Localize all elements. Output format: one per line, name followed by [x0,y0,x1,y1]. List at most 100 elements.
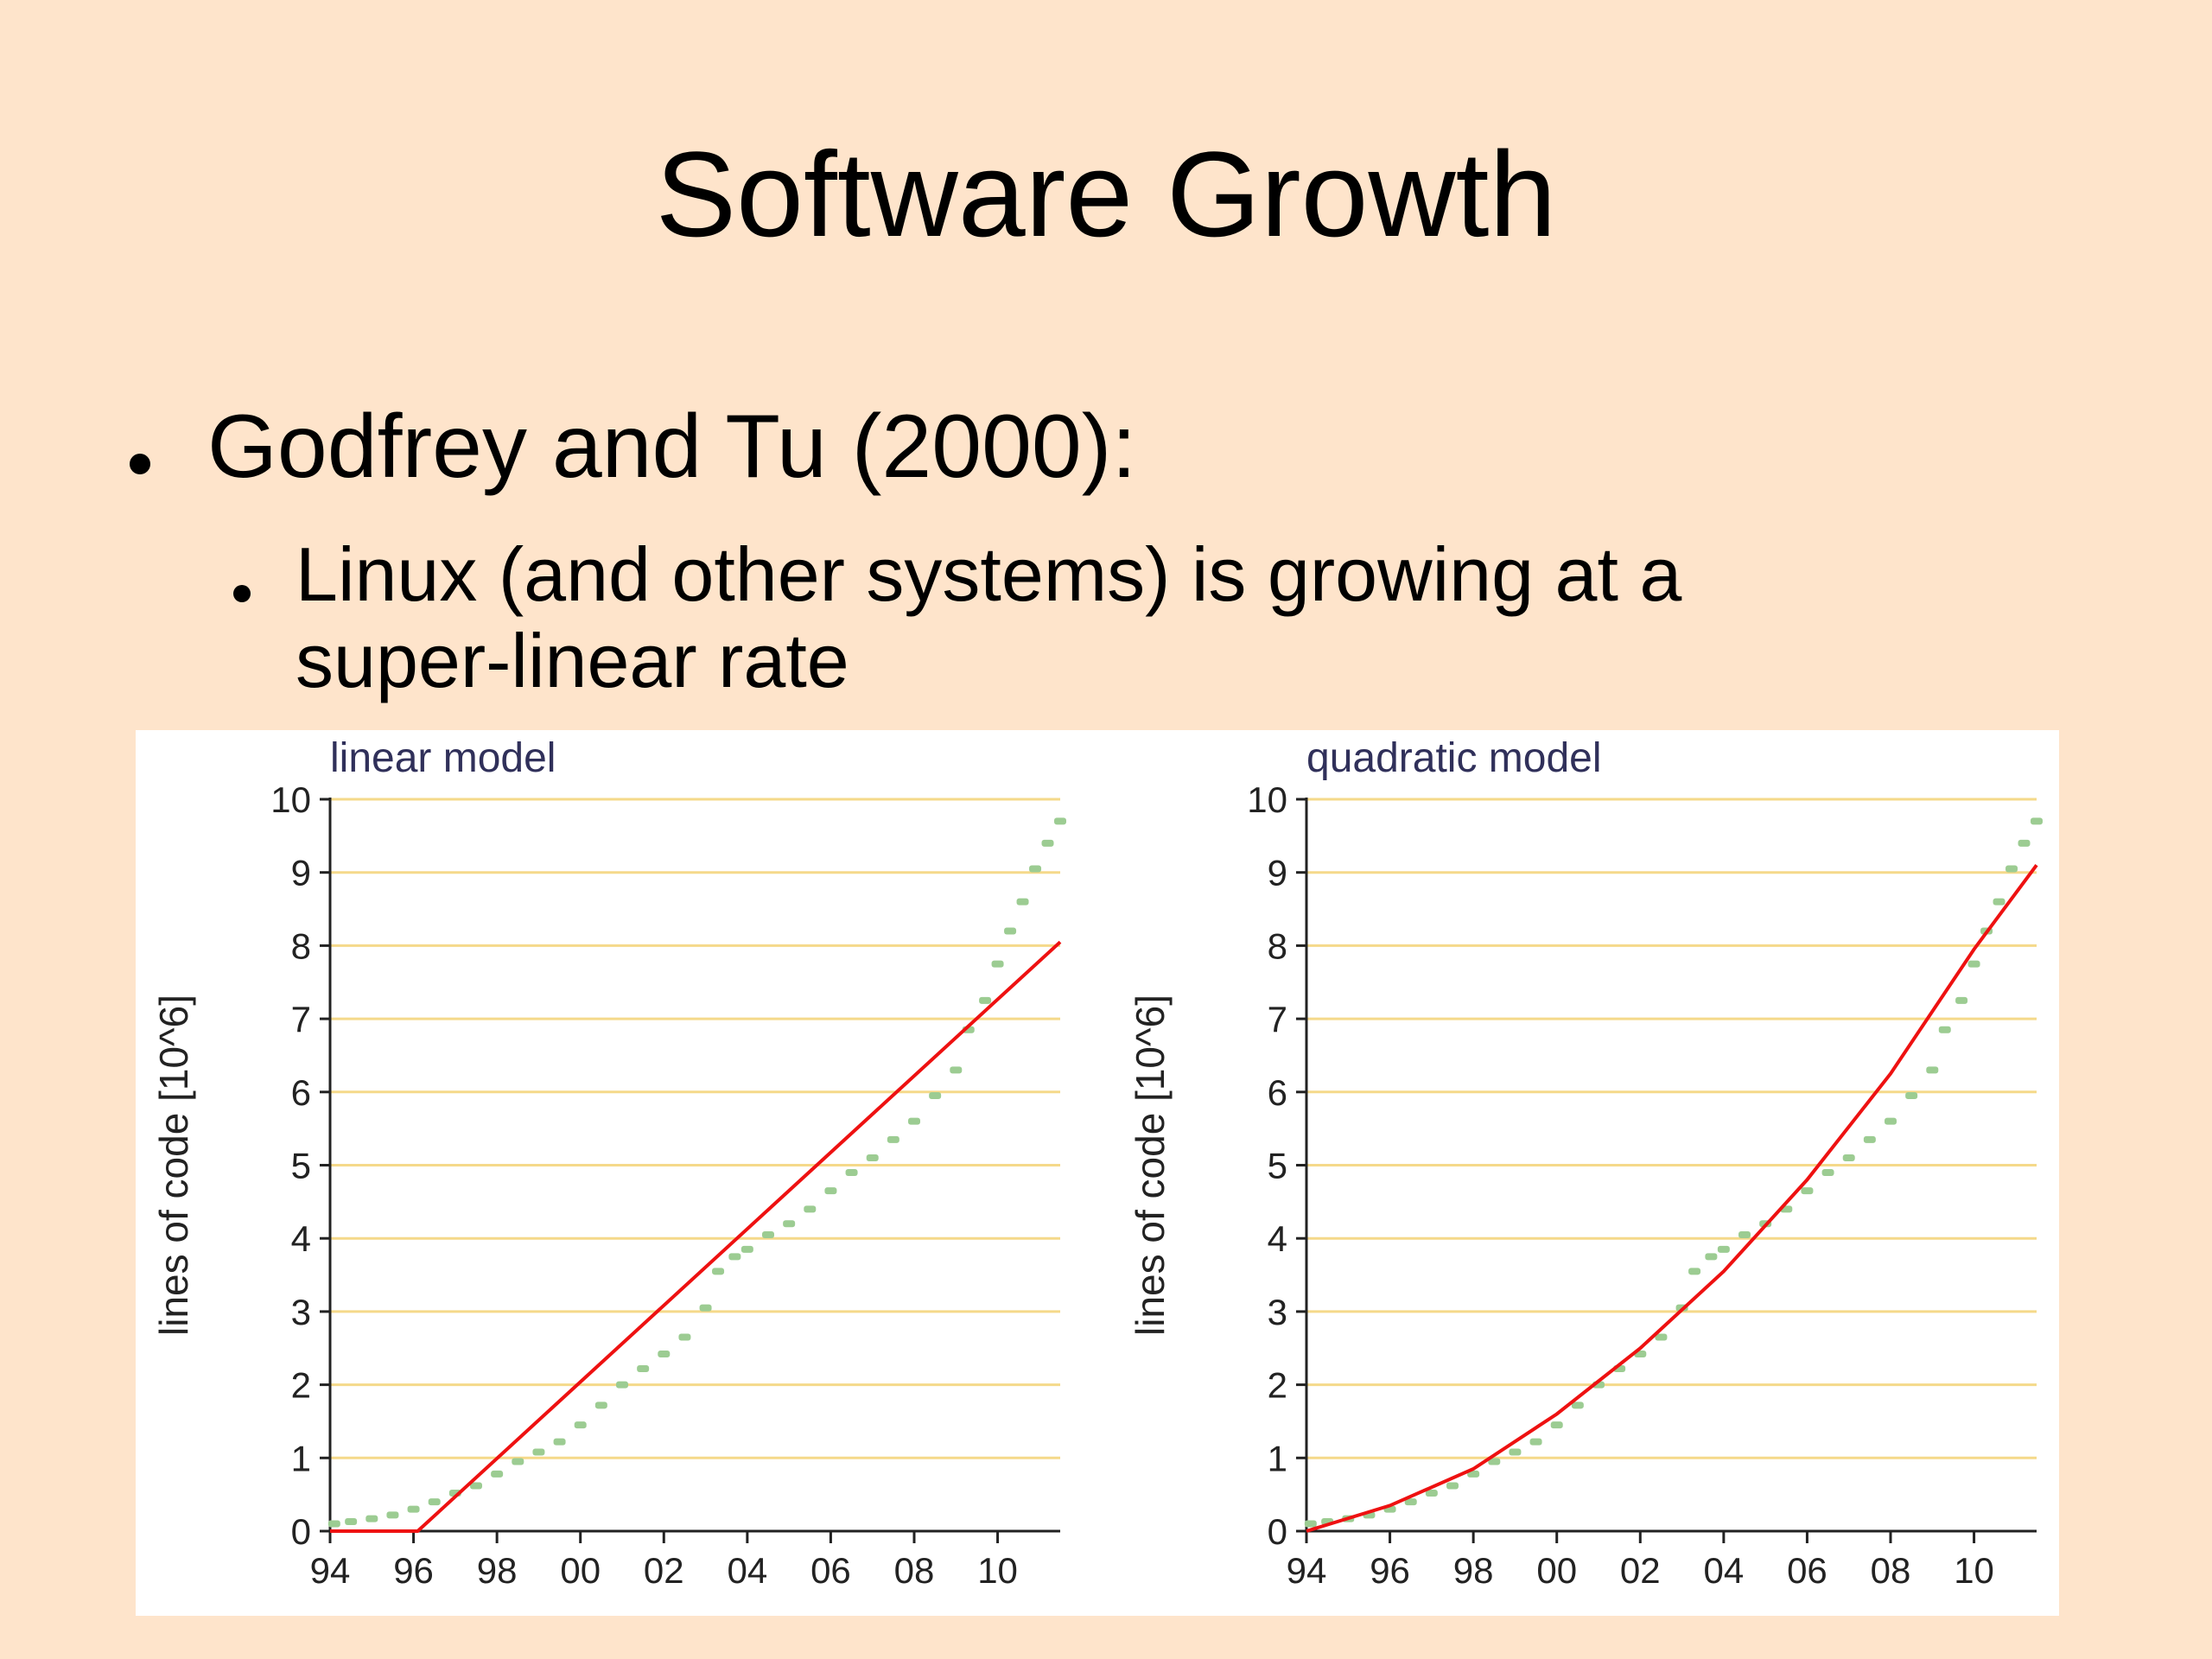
y-tick-label: 7 [1268,999,1287,1039]
y-tick-label: 6 [291,1072,311,1113]
data-point [1571,1402,1584,1409]
data-point [1926,1066,1939,1074]
data-point [1029,865,1042,873]
data-point [1967,960,1980,968]
data-point [1842,1154,1855,1162]
y-tick-label: 3 [1268,1292,1287,1332]
y-tick-label: 10 [1247,779,1287,820]
x-tick-label: 04 [727,1550,767,1591]
data-point [845,1168,858,1176]
data-point [762,1230,774,1238]
x-tick-label: 04 [1703,1550,1744,1591]
data-point [866,1154,879,1162]
y-tick-label: 10 [270,779,311,820]
data-point [594,1402,607,1409]
data-point [1863,1135,1876,1143]
data-point [1304,1520,1317,1528]
chart-title: linear model [330,735,556,781]
data-point [1738,1230,1751,1238]
data-point [1488,1458,1501,1465]
chart-title: quadratic model [1306,735,1602,781]
data-point [2005,865,2018,873]
data-point [1955,996,1968,1004]
data-point [979,996,992,1004]
y-tick-label: 0 [1268,1511,1287,1552]
data-point [428,1498,441,1506]
x-tick-label: 10 [1954,1550,1994,1591]
data-point [574,1421,587,1429]
data-point [2018,839,2031,847]
bullet-item-1: Godfrey and Tu (2000): [130,393,1136,501]
y-tick-label: 2 [291,1365,311,1406]
data-point [712,1268,725,1275]
charts-panel: 0 1 2 3 4 5 6 7 8 9 10 94 96 98 00 02 04 06 08 10 linear mod… [136,730,2059,1616]
data-point [908,1117,920,1125]
data-point [1801,1187,1814,1195]
data-point [512,1458,524,1465]
data-point [1425,1489,1438,1497]
data-point [491,1470,504,1478]
y-tick-label: 9 [1268,853,1287,893]
data-point [658,1351,671,1358]
data-point [1550,1421,1563,1429]
fit-line [1306,864,2038,1533]
x-tick-label: 10 [977,1550,1018,1591]
data-point [1938,1026,1951,1033]
y-tick-label: 3 [291,1292,311,1332]
x-tick-label: 98 [477,1550,518,1591]
data-point [728,1253,741,1261]
data-point [345,1517,358,1525]
bullet-icon [233,585,251,602]
y-axis-label: lines of code [10^6] [1128,995,1173,1336]
data-point [1509,1448,1522,1456]
data-point [783,1220,796,1228]
data-point [741,1245,753,1253]
data-point [950,1066,963,1074]
data-point [365,1515,378,1522]
data-point [1705,1253,1718,1261]
x-tick-label: 02 [1620,1550,1661,1591]
data-point [470,1482,482,1490]
y-tick-label: 9 [291,853,311,893]
data-point [1041,839,1054,847]
y-tick-label: 4 [291,1218,311,1259]
x-tick-label: 08 [894,1550,935,1591]
data-point [637,1364,650,1372]
data-point [386,1511,399,1519]
x-tick-label: 96 [393,1550,434,1591]
y-tick-label: 5 [291,1146,311,1186]
data-point [1404,1498,1417,1506]
data-point [1446,1482,1459,1490]
x-tick-label: 08 [1871,1550,1911,1591]
data-point [616,1381,628,1389]
bullet-text-1: Godfrey and Tu (2000): [207,397,1137,497]
data-point [699,1304,712,1312]
data-point [532,1448,545,1456]
x-tick-label: 96 [1370,1550,1410,1591]
y-axis-label: lines of code [10^6] [151,995,196,1336]
y-tick-label: 8 [1268,925,1287,966]
bullet-icon [130,454,150,474]
y-tick-label: 6 [1268,1072,1287,1113]
x-tick-label: 00 [560,1550,601,1591]
data-point [678,1333,691,1341]
data-point [1688,1268,1701,1275]
x-tick-label: 06 [1787,1550,1827,1591]
data-point [1993,898,2005,906]
data-point [1054,817,1066,825]
fit-line [330,940,1062,1533]
bullet-item-2: Linux (and other systems) is growing at … [233,531,1851,705]
y-tick-label: 0 [291,1511,311,1552]
x-tick-label: 98 [1453,1550,1494,1591]
y-tick-label: 5 [1268,1146,1287,1186]
y-tick-label: 2 [1268,1365,1287,1406]
x-tick-label: 94 [1287,1550,1327,1591]
y-tick-label: 7 [291,999,311,1039]
bullet-text-2: Linux (and other systems) is growing at … [296,531,1682,704]
data-point [991,960,1004,968]
data-point [2031,817,2043,825]
chart-2: 0 1 2 3 4 5 6 7 8 9 10 94 96 98 00 02 04 06 08 10 quadratic … [1128,735,2043,1591]
chart-1: 0 1 2 3 4 5 6 7 8 9 10 94 96 98 00 02 04 06 08 10 linear mod… [151,735,1066,1591]
data-point [929,1092,942,1100]
